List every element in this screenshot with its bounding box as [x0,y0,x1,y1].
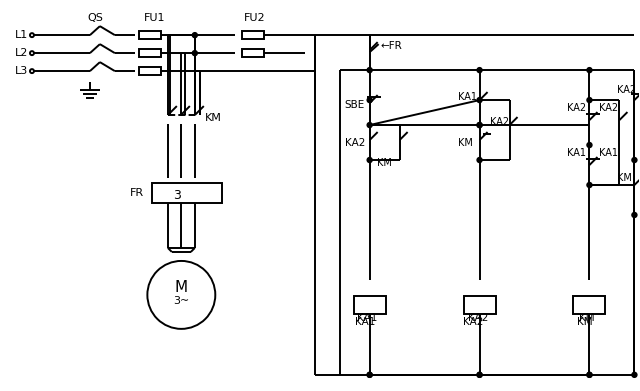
Bar [139,31,161,39]
Bar [463,296,495,314]
Circle shape [587,372,592,377]
Text: KA1: KA1 [355,317,375,327]
Circle shape [632,372,637,377]
Text: KM: KM [579,313,595,323]
Ellipse shape [147,261,215,329]
Text: 3: 3 [173,190,180,203]
Text: KA1: KA1 [600,148,618,158]
Circle shape [367,372,372,377]
Text: FR: FR [130,188,144,198]
Text: KM: KM [458,138,472,148]
Circle shape [477,98,482,102]
Circle shape [632,158,637,163]
Text: SBE: SBE [345,100,365,110]
Text: KA1: KA1 [458,92,477,102]
Text: KA2: KA2 [490,117,509,127]
Circle shape [193,33,197,38]
Circle shape [367,68,372,73]
Circle shape [587,143,592,147]
Text: 3~: 3~ [173,296,189,306]
Circle shape [477,158,482,163]
Bar [573,296,605,314]
Circle shape [587,372,592,377]
Circle shape [477,68,482,73]
Circle shape [477,122,482,127]
Text: L2: L2 [15,48,28,58]
Text: FU2: FU2 [244,13,266,23]
Text: QS: QS [87,13,103,23]
Text: L1: L1 [15,30,28,40]
Text: KA2: KA2 [618,85,637,95]
Bar [242,49,264,57]
Circle shape [193,50,197,56]
Bar [139,49,161,57]
Circle shape [477,372,482,377]
Text: KA2: KA2 [463,317,483,327]
Circle shape [367,98,372,102]
Text: KA1: KA1 [568,148,586,158]
Bar [354,296,386,314]
Circle shape [367,372,372,377]
Circle shape [367,158,372,163]
Circle shape [477,372,482,377]
Text: FU1: FU1 [144,13,166,23]
Circle shape [587,183,592,188]
Text: ←FR: ←FR [381,41,403,51]
Text: KM: KM [618,173,632,183]
Circle shape [477,122,482,127]
Text: KM: KM [377,158,392,168]
Bar [139,67,161,75]
Text: KA2: KA2 [568,103,587,113]
Text: M: M [175,280,188,296]
Text: KM: KM [577,317,593,327]
Circle shape [587,68,592,73]
Text: KA2: KA2 [345,138,365,148]
Circle shape [632,212,637,217]
Bar [242,31,264,39]
Text: KM: KM [205,113,221,123]
Text: KA2: KA2 [600,103,619,113]
Text: KA2: KA2 [468,313,488,323]
Text: KA1: KA1 [356,313,377,323]
Bar [152,183,222,203]
Circle shape [587,98,592,102]
Circle shape [367,122,372,127]
Text: L3: L3 [15,66,28,76]
